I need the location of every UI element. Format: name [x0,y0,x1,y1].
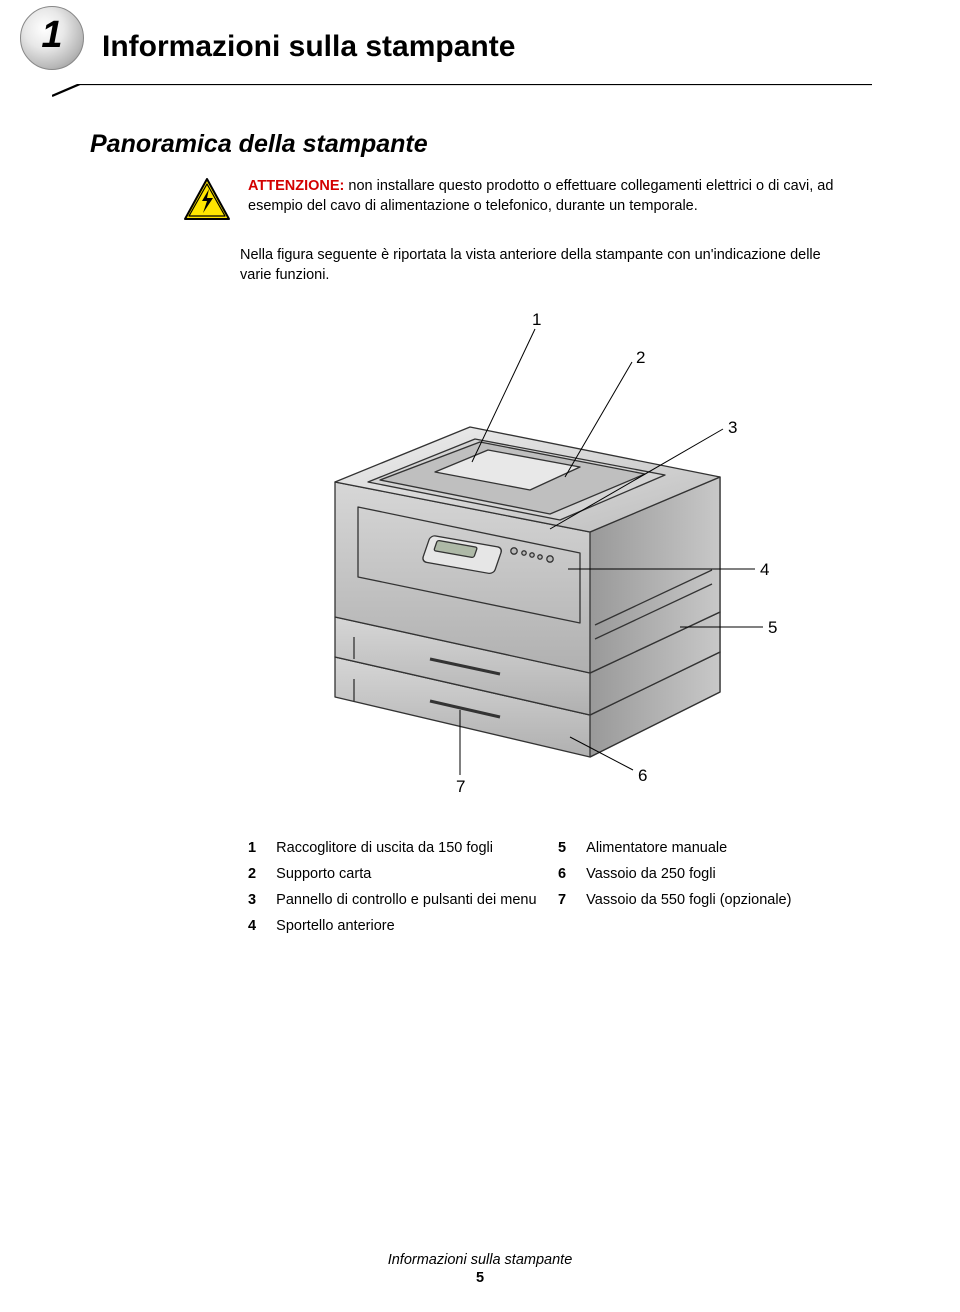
callout-4: 4 [760,560,769,579]
legend-num: 4 [240,913,268,939]
page-footer: Informazioni sulla stampante 5 [0,1252,960,1286]
legend-num: 6 [550,861,578,887]
chapter-header: 1 Informazioni sulla stampante [90,30,870,98]
warning-label: ATTENZIONE: [248,178,344,194]
callout-1: 1 [532,310,541,329]
chapter-rule [90,84,870,98]
intro-text: Nella figura seguente è riportata la vis… [240,246,840,285]
callout-6: 6 [638,766,647,785]
warning-block: ATTENZIONE: non installare questo prodot… [182,177,840,228]
chapter-number: 1 [41,14,62,57]
legend-num: 7 [550,887,578,913]
chapter-badge: 1 [20,6,84,70]
legend-label: Raccoglitore di uscita da 150 fogli [268,835,550,861]
callout-2: 2 [636,348,645,367]
printer-figure: 1 2 3 4 5 6 7 [260,307,820,807]
page: 1 Informazioni sulla stampante Panoramic… [0,0,960,1312]
page-number: 5 [0,1270,960,1286]
legend-label [578,913,860,939]
legend-num: 1 [240,835,268,861]
legend-num [550,913,578,939]
table-row: 1 Raccoglitore di uscita da 150 fogli 5 … [240,835,860,861]
legend-label: Vassoio da 250 fogli [578,861,860,887]
section-title: Panoramica della stampante [90,130,870,159]
legend-label: Vassoio da 550 fogli (opzionale) [578,887,860,913]
callout-3: 3 [728,418,737,437]
legend-label: Sportello anteriore [268,913,550,939]
legend-table: 1 Raccoglitore di uscita da 150 fogli 5 … [240,835,860,939]
legend-num: 3 [240,887,268,913]
legend-num: 5 [550,835,578,861]
warning-icon [182,177,232,228]
callout-7: 7 [456,777,465,796]
legend-num: 2 [240,861,268,887]
callout-5: 5 [768,618,777,637]
legend-label: Alimentatore manuale [578,835,860,861]
warning-text: ATTENZIONE: non installare questo prodot… [248,177,840,216]
chapter-title: Informazioni sulla stampante [102,30,870,64]
table-row: 2 Supporto carta 6 Vassoio da 250 fogli [240,861,860,887]
legend-label: Supporto carta [268,861,550,887]
legend-label: Pannello di controllo e pulsanti dei men… [268,887,550,913]
table-row: 4 Sportello anteriore [240,913,860,939]
footer-title: Informazioni sulla stampante [388,1252,573,1268]
table-row: 3 Pannello di controllo e pulsanti dei m… [240,887,860,913]
